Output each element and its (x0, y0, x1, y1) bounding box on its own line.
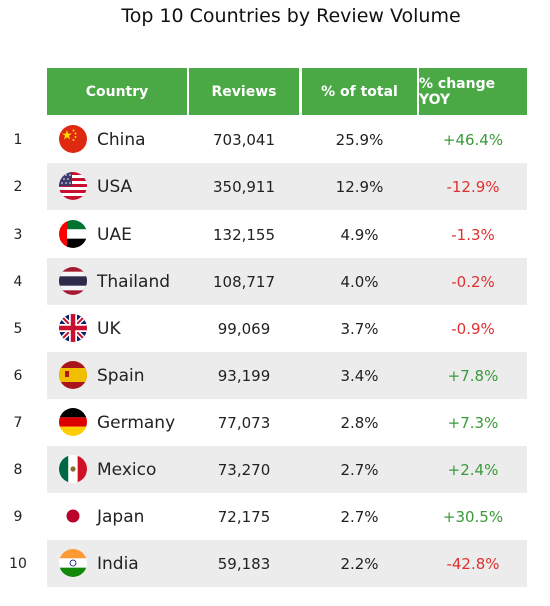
india-flag-icon (59, 549, 87, 577)
table-row: 8 Mexico 73,270 2.7% +2.4% (0, 446, 550, 493)
table-row: 9 Japan 72,175 2.7% +30.5% (0, 493, 550, 540)
country-cell: Japan (97, 506, 145, 527)
change-yoy-cell: -12.9% (446, 177, 500, 196)
reviews-cell: 703,041 (212, 130, 276, 149)
table-row: 3 UAE 132,155 4.9% -1.3% (0, 211, 550, 258)
header-change-yoy: % change YOY (419, 68, 527, 115)
rank-cell: 10 (9, 555, 27, 572)
change-yoy-cell: +7.3% (447, 413, 499, 432)
percent-total-cell: 3.4% (340, 366, 379, 385)
row-background (47, 258, 527, 305)
reviews-cell: 72,175 (217, 507, 271, 526)
china-flag-icon (59, 125, 87, 153)
rank-cell: 6 (13, 367, 23, 384)
header-percent-total: % of total (302, 68, 417, 115)
usa-flag-icon (59, 172, 87, 200)
table-row: 4 Thailand 108,717 4.0% -0.2% (0, 258, 550, 305)
rank-cell: 3 (13, 226, 23, 243)
country-cell: UAE (97, 224, 132, 245)
reviews-cell: 132,155 (212, 225, 276, 244)
percent-total-cell: 2.2% (340, 554, 379, 573)
reviews-cell: 59,183 (217, 554, 271, 573)
change-yoy-cell: +7.8% (447, 366, 499, 385)
reviews-cell: 93,199 (217, 366, 271, 385)
rank-cell: 8 (13, 461, 23, 478)
row-background (47, 163, 527, 210)
percent-total-cell: 2.8% (340, 413, 379, 432)
country-cell: Thailand (97, 271, 171, 292)
reviews-cell: 73,270 (217, 460, 271, 479)
table-row: 5 UK 99,069 3.7% -0.9% (0, 305, 550, 352)
rank-cell: 5 (13, 320, 23, 337)
country-cell: China (97, 129, 146, 150)
country-cell: India (97, 553, 139, 574)
mexico-flag-icon (59, 455, 87, 483)
chart-title: Top 10 Countries by Review Volume (121, 5, 461, 27)
country-cell: Spain (97, 365, 145, 386)
percent-total-cell: 25.9% (335, 130, 384, 149)
table-row: 6 Spain 93,199 3.4% +7.8% (0, 352, 550, 399)
row-background (47, 446, 527, 493)
country-cell: Germany (97, 412, 176, 433)
percent-total-cell: 4.0% (340, 272, 379, 291)
percent-total-cell: 12.9% (335, 177, 384, 196)
percent-total-cell: 3.7% (340, 319, 379, 338)
country-cell: USA (97, 176, 133, 197)
change-yoy-cell: -1.3% (451, 225, 495, 244)
japan-flag-icon (59, 502, 87, 530)
rank-cell: 7 (13, 414, 23, 431)
rank-cell: 4 (13, 273, 23, 290)
germany-flag-icon (59, 408, 87, 436)
rank-cell: 2 (13, 178, 23, 195)
change-yoy-cell: +2.4% (447, 460, 499, 479)
percent-total-cell: 2.7% (340, 507, 379, 526)
table-row: 10 India 59,183 2.2% -42.8% (0, 540, 550, 587)
change-yoy-cell: -0.9% (451, 319, 495, 338)
reviews-cell: 350,911 (212, 177, 276, 196)
change-yoy-cell: +30.5% (442, 507, 504, 526)
table-row: 7 Germany 77,073 2.8% +7.3% (0, 399, 550, 446)
thailand-flag-icon (59, 267, 87, 295)
spain-flag-icon (59, 361, 87, 389)
row-background (47, 540, 527, 587)
reviews-cell: 77,073 (217, 413, 271, 432)
row-background (47, 352, 527, 399)
header-country: Country (47, 68, 187, 115)
reviews-cell: 108,717 (212, 272, 276, 291)
uk-flag-icon (59, 314, 87, 342)
rank-cell: 9 (13, 508, 23, 525)
country-cell: Mexico (97, 459, 157, 480)
uae-flag-icon (59, 220, 87, 248)
percent-total-cell: 4.9% (340, 225, 379, 244)
change-yoy-cell: -42.8% (446, 554, 500, 573)
table-row: 1 China 703,041 25.9% +46.4% (0, 116, 550, 163)
country-cell: UK (97, 318, 121, 339)
percent-total-cell: 2.7% (340, 460, 379, 479)
table-row: 2 USA 350,911 12.9% -12.9% (0, 163, 550, 210)
rank-cell: 1 (13, 131, 23, 148)
change-yoy-cell: -0.2% (451, 272, 495, 291)
reviews-cell: 99,069 (217, 319, 271, 338)
header-reviews: Reviews (189, 68, 299, 115)
change-yoy-cell: +46.4% (442, 130, 504, 149)
